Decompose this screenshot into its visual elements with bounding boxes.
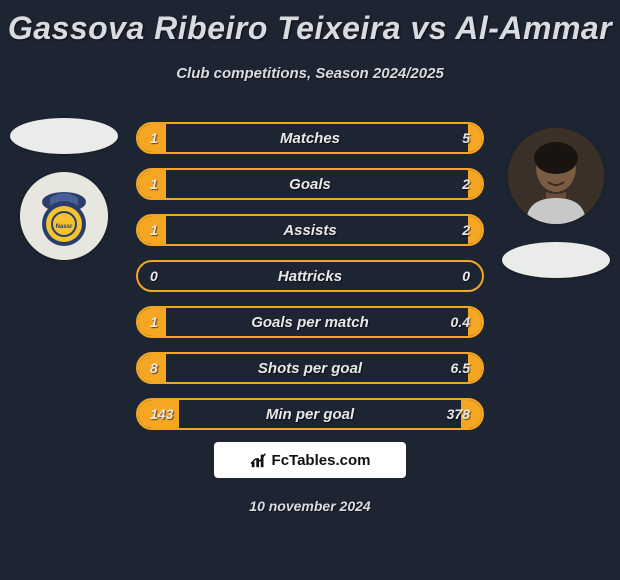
stat-row: 8Shots per goal6.5 [136,352,484,384]
page-title: Gassova Ribeiro Teixeira vs Al-Ammar [0,0,620,47]
stat-value-right: 2 [462,176,470,192]
stat-label: Matches [138,130,482,147]
left-player-column: Nassr [10,118,118,260]
stat-row: 1Goals per match0.4 [136,306,484,338]
stat-value-right: 6.5 [451,360,470,376]
stat-value-right: 0.4 [451,314,470,330]
stat-row: 1Matches5 [136,122,484,154]
stat-label: Min per goal [138,406,482,423]
stat-value-right: 378 [447,406,470,422]
left-club-badge: Nassr [20,172,108,260]
svg-text:Nassr: Nassr [56,224,73,230]
right-player-column [502,118,610,278]
stat-row: 0Hattricks0 [136,260,484,292]
site-badge[interactable]: FcTables.com [214,442,406,478]
stat-value-right: 2 [462,222,470,238]
right-player-avatar [508,128,604,224]
stat-row: 143Min per goal378 [136,398,484,430]
left-player-avatar-placeholder [10,118,118,154]
stat-label: Assists [138,222,482,239]
stat-label: Goals [138,176,482,193]
chart-icon [250,451,268,469]
stats-bars: 1Matches5 1Goals2 1Assists2 0Hattricks0 1Goa… [136,122,484,444]
stat-value-right: 0 [462,268,470,284]
stat-row: 1Goals2 [136,168,484,200]
right-club-badge-placeholder [502,242,610,278]
stat-label: Hattricks [138,268,482,285]
stat-label: Goals per match [138,314,482,331]
footer-date: 10 november 2024 [0,498,620,514]
site-name: FcTables.com [272,452,371,469]
stat-value-right: 5 [462,130,470,146]
stat-row: 1Assists2 [136,214,484,246]
page-subtitle: Club competitions, Season 2024/2025 [0,65,620,82]
player-photo-icon [508,128,604,224]
al-nassr-badge-icon: Nassr [20,172,108,260]
stat-label: Shots per goal [138,360,482,377]
